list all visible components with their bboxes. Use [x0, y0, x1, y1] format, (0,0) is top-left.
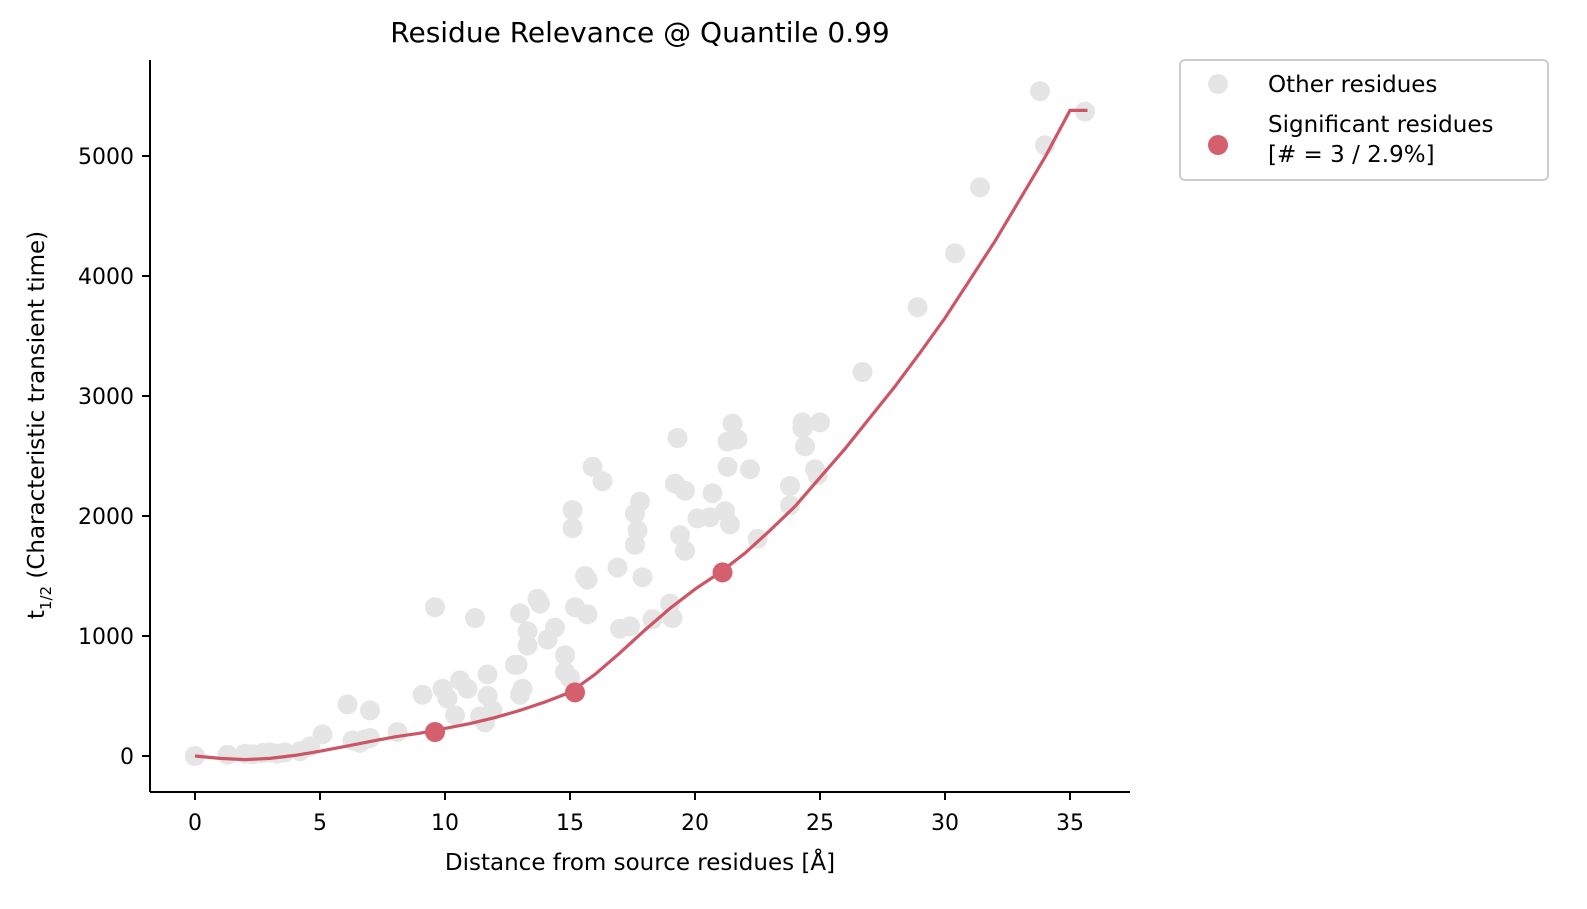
- y-axis-label-main: t: [24, 610, 50, 619]
- y-axis-label: t1/2 (Characteristic transient time): [24, 231, 55, 619]
- other-residue-point: [425, 597, 445, 618]
- other-residue-point: [702, 483, 723, 504]
- other-residue-point: [630, 491, 650, 512]
- axes: 0 5 10 15 20 25 30 35 0 1000 2000 3000 4000 5000: [78, 60, 1130, 836]
- other-residue-point: [510, 603, 530, 624]
- other-residue-point: [545, 617, 565, 638]
- other-residue-point: [675, 540, 695, 561]
- other-residue-point: [810, 412, 830, 433]
- other-residue-point: [747, 528, 768, 549]
- y-tick-label: 1000: [78, 625, 134, 650]
- x-tick-label: 10: [431, 811, 459, 836]
- significant-residue-point: [565, 682, 585, 703]
- other-residue-point: [795, 436, 815, 457]
- other-residue-point: [507, 654, 528, 675]
- other-residue-point: [945, 243, 965, 264]
- y-ticks: 0 1000 2000 3000 4000 5000: [78, 145, 150, 770]
- other-residue-point: [620, 616, 640, 637]
- chart-title: Residue Relevance @ Quantile 0.99: [390, 16, 889, 49]
- legend-frame: [1179, 59, 1549, 181]
- other-residue-point: [722, 413, 743, 434]
- other-residue-point: [360, 728, 380, 748]
- y-axis-label-sub: 1/2: [37, 586, 55, 610]
- other-residue-point: [667, 428, 688, 448]
- legend-significant-marker: [1208, 135, 1228, 155]
- other-residue-point: [592, 471, 613, 492]
- other-residue-point: [1030, 81, 1050, 102]
- legend-other-marker: [1208, 74, 1228, 94]
- significant-residue-point: [425, 722, 445, 742]
- other-residue-point: [907, 297, 928, 318]
- x-tick-label: 30: [931, 811, 959, 836]
- other-residue-point: [360, 700, 380, 721]
- other-residue-point: [852, 362, 873, 382]
- legend: Other residues Significant residues [# =…: [1179, 59, 1549, 181]
- other-residue-point: [780, 476, 800, 496]
- other-residue-point: [217, 744, 238, 765]
- other-residue-point: [717, 456, 738, 477]
- other-residue-point: [582, 456, 603, 477]
- y-tick-label: 0: [120, 745, 134, 770]
- x-ticks: 0 5 10 15 20 25 30 35: [188, 792, 1084, 836]
- x-tick-label: 25: [806, 811, 834, 836]
- x-tick-label: 0: [188, 811, 202, 836]
- x-axis-label: Distance from source residues [Å]: [445, 848, 835, 876]
- other-residue-point: [970, 177, 990, 198]
- other-residue-point: [530, 593, 550, 614]
- other-residue-point: [562, 518, 583, 538]
- other-residue-point: [662, 608, 683, 628]
- x-tick-label: 20: [681, 811, 709, 836]
- legend-significant-label-line2: [# = 3 / 2.9%]: [1268, 142, 1435, 168]
- other-residue-point: [445, 705, 465, 726]
- other-residue-point: [457, 678, 478, 699]
- other-residue-point: [780, 495, 800, 516]
- other-residue-point: [700, 507, 720, 528]
- y-axis-label-rest: (Characteristic transient time): [24, 231, 50, 586]
- other-residue-point: [517, 635, 538, 656]
- y-tick-label: 5000: [78, 145, 134, 170]
- legend-other-label: Other residues: [1268, 72, 1437, 98]
- other-residue-point: [577, 604, 598, 625]
- x-tick-label: 5: [313, 811, 327, 836]
- significant-residues-series: [425, 562, 733, 742]
- other-residue-point: [627, 520, 648, 541]
- other-residue-point: [517, 621, 538, 642]
- x-tick-label: 15: [556, 811, 584, 836]
- other-residue-point: [632, 567, 653, 588]
- other-residue-point: [562, 500, 583, 520]
- y-tick-label: 2000: [78, 505, 134, 530]
- y-tick-label: 4000: [78, 265, 134, 290]
- other-residue-point: [512, 678, 533, 699]
- other-residue-point: [670, 525, 690, 546]
- other-residue-point: [607, 557, 628, 578]
- other-residue-point: [727, 429, 748, 450]
- other-residue-point: [477, 664, 498, 685]
- other-residue-point: [720, 514, 740, 535]
- x-tick-label: 35: [1056, 811, 1084, 836]
- other-residue-point: [807, 465, 828, 486]
- fit-curve: [194, 108, 1088, 762]
- other-residue-point: [577, 569, 598, 590]
- other-residue-point: [792, 418, 813, 439]
- legend-significant-label: Significant residues: [1268, 112, 1493, 138]
- significant-residue-point: [712, 562, 733, 583]
- other-residue-point: [312, 724, 333, 745]
- other-residue-point: [337, 694, 358, 715]
- other-residue-point: [465, 608, 485, 628]
- other-residue-point: [412, 684, 433, 705]
- other-residue-point: [555, 645, 575, 666]
- y-tick-label: 3000: [78, 385, 134, 410]
- other-residues-series: [185, 81, 1095, 766]
- other-residue-point: [642, 609, 663, 630]
- other-residue-point: [740, 459, 760, 480]
- other-residue-point: [437, 688, 458, 709]
- other-residue-point: [675, 480, 695, 501]
